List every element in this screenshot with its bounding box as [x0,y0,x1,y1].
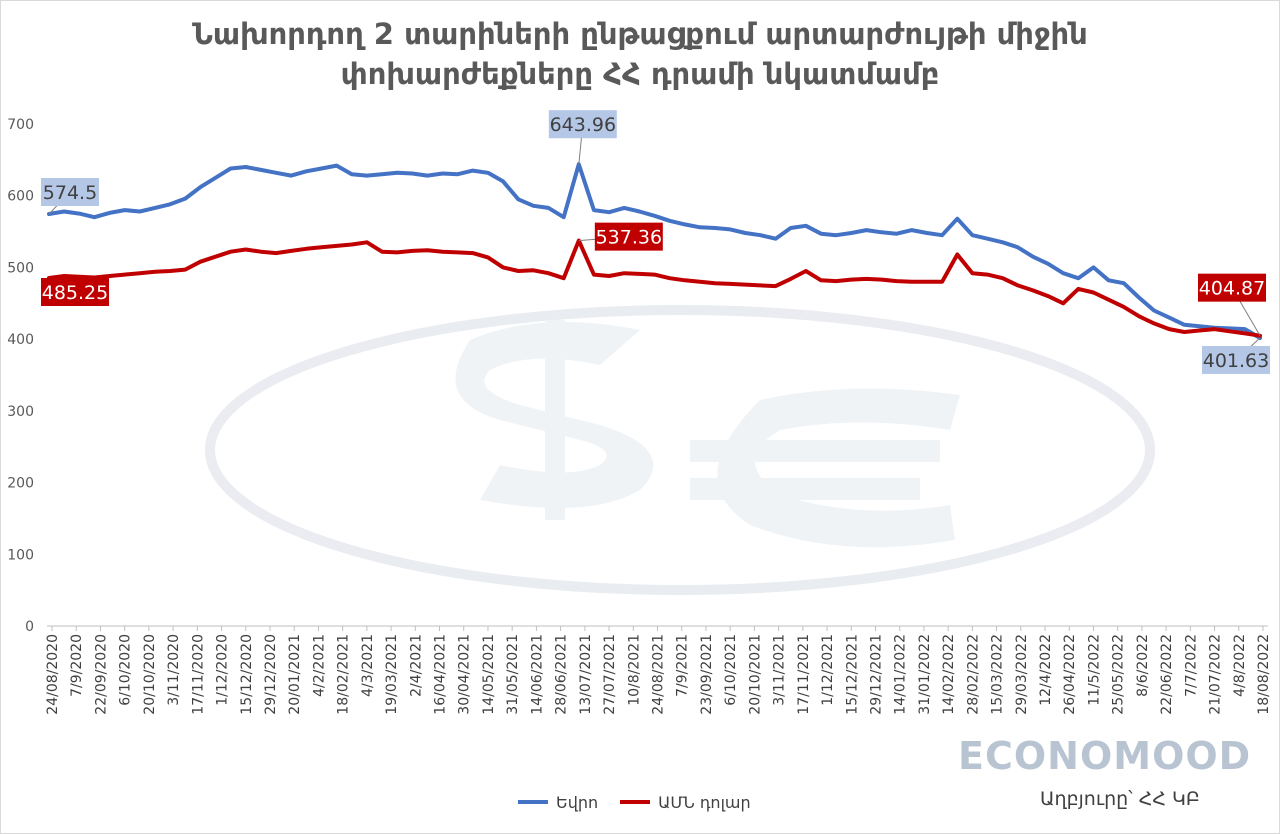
legend-item-usd: ԱՄՆ դոլար [620,793,751,812]
x-tick-label: 16/04/2021 [433,634,449,715]
euro-series-line [47,162,1262,340]
data-label-box [41,278,109,307]
usd-series-line [47,238,1262,338]
x-tick-label: 14/02/2022 [941,634,957,715]
x-tick-label: 23/09/2021 [699,634,715,715]
x-tick-label: 1/12/2021 [820,634,836,706]
usd-data-label: 537.36 [596,227,662,249]
x-tick-label: 11/5/2022 [1086,634,1102,706]
chart-legend: Եվրո ԱՄՆ դոլար [518,790,773,814]
x-tick-label: 6/10/2020 [118,634,134,706]
x-tick-label: 15/12/2020 [239,634,255,715]
x-tick-label: 29/12/2020 [263,634,279,715]
x-tick-label: 19/03/2021 [384,634,400,715]
x-tick-label: 3/11/2020 [166,634,182,706]
y-tick-label: 200 [7,476,34,492]
x-tick-label: 14/06/2021 [529,634,545,715]
usd-data-label: 404.87 [1199,278,1265,300]
x-tick-label: 29/12/2021 [868,634,884,715]
x-tick-label: 24/08/2021 [651,634,667,715]
legend-label-usd: ԱՄՆ դոլար [658,792,751,812]
source-note: Աղբյուրը՝ ՀՀ ԿԲ [1040,788,1200,810]
legend-swatch-euro [518,800,548,804]
x-tick-label: 4/2/2021 [311,634,327,697]
x-tick-label: 31/05/2021 [505,634,521,715]
data-label-box [594,222,663,251]
usd-data-label: 485.25 [42,282,108,304]
chart-title: Նախորդող 2 տարիների ընթացքում արտարժույթ… [0,14,1280,94]
x-tick-label: 2/4/2021 [408,634,424,697]
data-label-box [41,178,99,207]
legend-item-euro: Եվրո [518,793,598,812]
x-tick-label: 28/06/2021 [554,634,570,715]
x-tick-label: 30/04/2021 [457,634,473,715]
x-tick-label: 31/01/2022 [917,634,933,715]
chart-title-line2: փոխարժեքները ՀՀ դրամի նկատմամբ [340,57,940,91]
y-tick-label: 0 [25,619,34,635]
x-tick-label: 7/9/2021 [675,634,691,697]
y-tick-label: 600 [7,189,34,205]
x-tick-label: 26/04/2022 [1062,634,1078,715]
x-tick-label: 20/01/2021 [287,634,303,715]
y-tick-label: 700 [7,117,34,133]
x-tick-label: 13/07/2021 [578,634,594,715]
y-tick-label: 300 [7,404,34,420]
x-tick-label: 4/3/2021 [360,634,376,697]
x-tick-label: 3/11/2021 [772,634,788,706]
y-tick-label: 400 [7,332,34,348]
x-tick-label: 18/08/2022 [1256,634,1272,715]
x-tick-label: 20/10/2020 [142,634,158,715]
x-tick-label: 28/02/2022 [965,634,981,715]
x-tick-label: 8/6/2022 [1135,634,1151,697]
x-tick-label: 18/02/2021 [336,634,352,715]
euro-data-label: 574.5 [43,182,97,204]
x-tick-label: 17/11/2021 [796,634,812,715]
x-tick-label: 12/4/2022 [1038,634,1054,706]
legend-swatch-usd [620,800,651,804]
x-tick-label: 15/03/2022 [990,634,1006,715]
x-tick-label: 25/05/2022 [1111,634,1127,715]
x-tick-label: 4/8/2022 [1232,634,1248,697]
data-label-box [1198,273,1266,302]
x-tick-label: 1/12/2020 [215,634,231,706]
x-tick-label: 22/09/2020 [93,634,109,715]
x-tick-label: 29/03/2022 [1014,634,1030,715]
y-tick-label: 100 [7,547,34,563]
x-tick-label: 7/7/2022 [1183,634,1199,697]
currency-watermark-icon [205,305,1155,595]
x-tick-label: 21/07/2022 [1208,634,1224,715]
x-tick-label: 14/01/2022 [893,634,909,715]
y-tick-label: 500 [7,260,34,276]
data-label-box [548,110,617,139]
x-tick-label: 10/8/2021 [626,634,642,706]
legend-label-euro: Եվրո [556,792,599,812]
x-tick-label: 7/9/2020 [69,634,85,697]
economood-logo: ECONOMOOD [958,734,1252,778]
x-tick-label: 6/10/2021 [723,634,739,706]
euro-data-label: 643.96 [550,114,616,136]
x-tick-label: 27/07/2021 [602,634,618,715]
x-tick-label: 14/05/2021 [481,634,497,715]
chart-title-line1: Նախորդող 2 տարիների ընթացքում արտարժույթ… [192,17,1088,51]
x-tick-label: 24/08/2020 [45,634,61,715]
x-tick-label: 15/12/2021 [844,634,860,715]
data-label-box [1202,345,1270,374]
x-tick-label: 22/06/2022 [1159,634,1175,715]
euro-data-label: 401.63 [1203,350,1269,372]
x-tick-label: 17/11/2020 [190,634,206,715]
x-tick-label: 20/10/2021 [747,634,763,715]
